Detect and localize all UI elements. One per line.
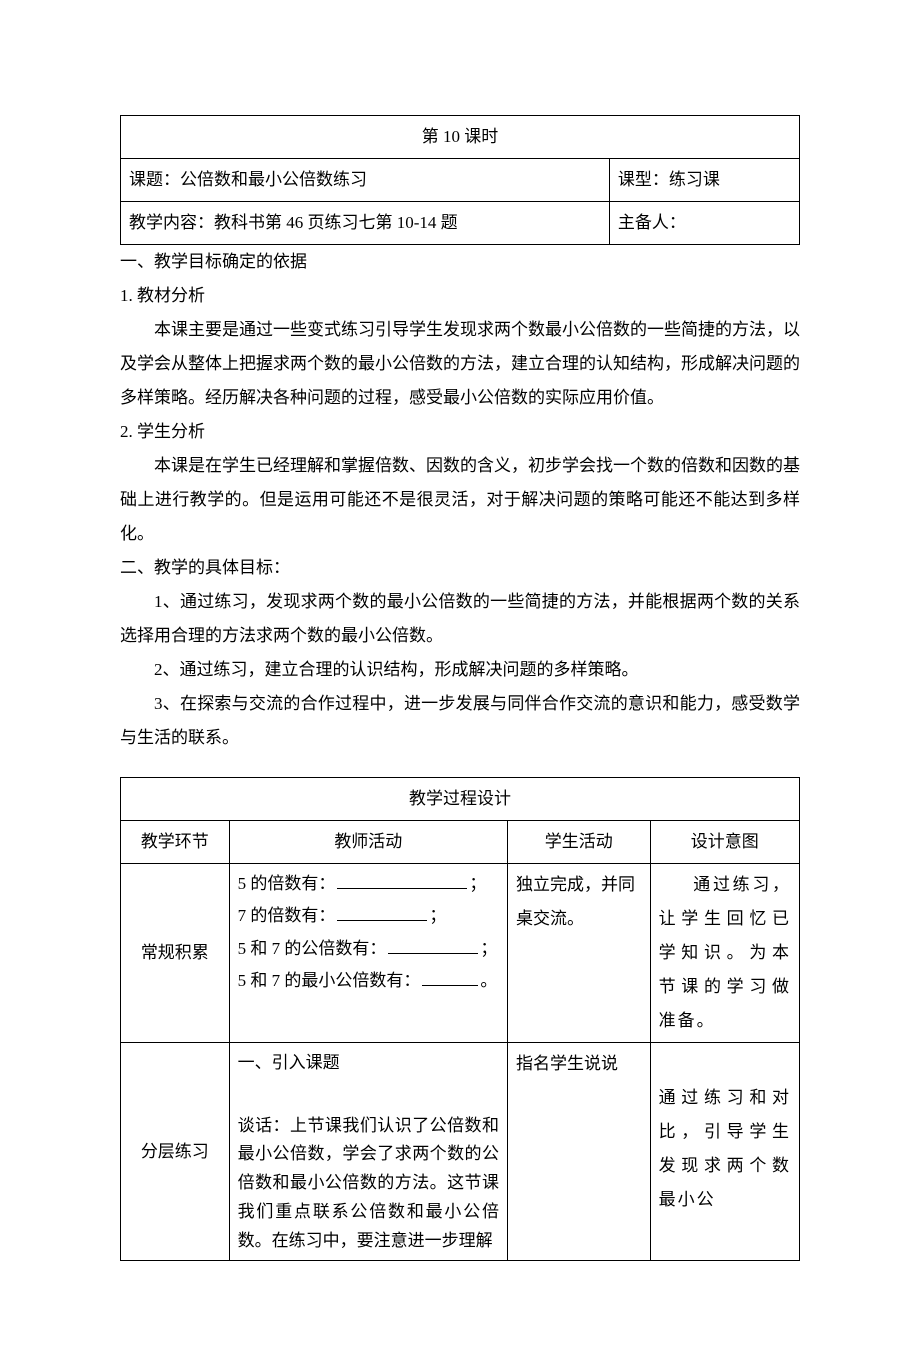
lcm-tail: 。 (480, 971, 497, 990)
warmup-student: 独立完成，并同桌交流。 (508, 864, 651, 1043)
warmup-stage: 常规积累 (121, 864, 230, 1043)
process-table: 教学过程设计 教学环节 教师活动 学生活动 设计意图 常规积累 5 的倍数有： ；… (120, 777, 800, 1261)
type-value: 练习课 (669, 170, 720, 189)
intro-gap (238, 1079, 499, 1111)
spacer (120, 755, 800, 777)
material-analysis-body: 本课主要是通过一些变式练习引导学生发现求两个数最小公倍数的一些简捷的方法，以及学… (120, 313, 800, 415)
mult7-line: 7 的倍数有： ； (238, 900, 499, 932)
topic-value: 公倍数和最小公倍数练习 (180, 170, 367, 189)
goal-2: 2、通过练习，建立合理的认识结构，形成解决问题的多样策略。 (120, 653, 800, 687)
mult7-label: 7 的倍数有： (238, 906, 336, 925)
goal-1: 1、通过练习，发现求两个数的最小公倍数的一些简捷的方法，并能根据两个数的关系选择… (120, 585, 800, 653)
section1-heading: 一、教学目标确定的依据 (120, 245, 800, 279)
process-title: 教学过程设计 (121, 778, 800, 821)
warmup-empty-line (238, 997, 499, 1029)
col-intent: 设计意图 (650, 821, 799, 864)
blank-mult5[interactable] (337, 877, 467, 889)
type-label: 课型： (618, 170, 669, 189)
lesson-number-row: 第 10 课时 (121, 116, 800, 159)
layered-teacher: 一、引入课题 谈话：上节课我们认识了公倍数和最小公倍数，学会了求两个数的公倍数和… (229, 1043, 507, 1261)
warmup-intent-text: 通过练习，让学生回忆已学知识。为本节课的学习做准备。 (659, 875, 791, 1030)
blank-mult7[interactable] (337, 909, 427, 921)
col-stage: 教学环节 (121, 821, 230, 864)
blank-lcm[interactable] (422, 974, 478, 986)
warmup-intent: 通过练习，让学生回忆已学知识。为本节课的学习做准备。 (650, 864, 799, 1043)
col-teacher: 教师活动 (229, 821, 507, 864)
intro-body: 谈话：上节课我们认识了公倍数和最小公倍数，学会了求两个数的公倍数和最小公倍数的方… (238, 1112, 499, 1256)
col-student: 学生活动 (508, 821, 651, 864)
topic-row: 课题：公倍数和最小公倍数练习 课型：练习课 (121, 159, 800, 202)
header-table: 第 10 课时 课题：公倍数和最小公倍数练习 课型：练习课 教学内容：教科书第 … (120, 115, 800, 245)
warmup-row: 常规积累 5 的倍数有： ； 7 的倍数有： ； 5 和 7 的公倍数有： ； 5 和… (121, 864, 800, 1043)
lesson-plan-page: 第 10 课时 课题：公倍数和最小公倍数练习 课型：练习课 教学内容：教科书第 … (0, 0, 920, 1361)
student-analysis-body: 本课是在学生已经理解和掌握倍数、因数的含义，初步学会找一个数的倍数和因数的基础上… (120, 449, 800, 551)
process-title-row: 教学过程设计 (121, 778, 800, 821)
common-mult-line: 5 和 7 的公倍数有： ； (238, 933, 499, 965)
blank-common[interactable] (388, 942, 478, 954)
content-label: 教学内容： (129, 213, 214, 232)
mult5-line: 5 的倍数有： ； (238, 868, 499, 900)
objectives-section: 一、教学目标确定的依据 1. 教材分析 本课主要是通过一些变式练习引导学生发现求… (120, 245, 800, 755)
layered-intent-gap (659, 1047, 791, 1081)
type-cell: 课型：练习课 (609, 159, 799, 202)
common-mult-label: 5 和 7 的公倍数有： (238, 939, 387, 958)
common-tail: ； (480, 939, 497, 958)
layered-intent: 通过练习和对比，引导学生发现求两个数最小公 (650, 1043, 799, 1261)
lesson-number: 第 10 课时 (121, 116, 800, 159)
content-value: 教科书第 46 页练习七第 10-14 题 (214, 213, 458, 232)
content-row: 教学内容：教科书第 46 页练习七第 10-14 题 主备人： (121, 202, 800, 245)
goal-3: 3、在探索与交流的合作过程中，进一步发展与同伴合作交流的意识和能力，感受数学与生… (120, 687, 800, 755)
mult7-tail: ； (429, 906, 446, 925)
material-analysis-heading: 1. 教材分析 (120, 279, 800, 313)
mult5-tail: ； (469, 874, 486, 893)
layered-stage: 分层练习 (121, 1043, 230, 1261)
layered-student: 指名学生说说 (508, 1043, 651, 1261)
section2-heading: 二、教学的具体目标： (120, 551, 800, 585)
preparer-cell: 主备人： (609, 202, 799, 245)
topic-cell: 课题：公倍数和最小公倍数练习 (121, 159, 610, 202)
topic-label: 课题： (129, 170, 180, 189)
mult5-label: 5 的倍数有： (238, 874, 336, 893)
lcm-label: 5 和 7 的最小公倍数有： (238, 971, 421, 990)
lcm-line: 5 和 7 的最小公倍数有： 。 (238, 965, 499, 997)
layered-row: 分层练习 一、引入课题 谈话：上节课我们认识了公倍数和最小公倍数，学会了求两个数… (121, 1043, 800, 1261)
intro-heading: 一、引入课题 (238, 1047, 499, 1079)
preparer-label: 主备人： (618, 213, 686, 232)
content-cell: 教学内容：教科书第 46 页练习七第 10-14 题 (121, 202, 610, 245)
process-header-row: 教学环节 教师活动 学生活动 设计意图 (121, 821, 800, 864)
student-analysis-heading: 2. 学生分析 (120, 415, 800, 449)
layered-intent-text: 通过练习和对比，引导学生发现求两个数最小公 (659, 1088, 791, 1209)
warmup-teacher: 5 的倍数有： ； 7 的倍数有： ； 5 和 7 的公倍数有： ； 5 和 7 的最… (229, 864, 507, 1043)
